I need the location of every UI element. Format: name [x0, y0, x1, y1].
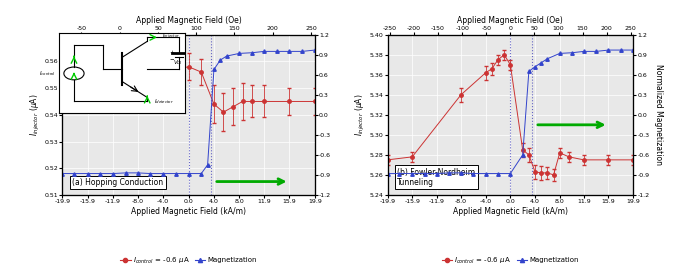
Text: $-$: $-$: [169, 57, 174, 61]
Legend: $I_{control}$ = -0.6 $\mu$A, Magnetization: $I_{control}$ = -0.6 $\mu$A, Magnetizati…: [439, 253, 581, 267]
X-axis label: Applied Magnetic Field (kA/m): Applied Magnetic Field (kA/m): [453, 207, 568, 216]
Text: $I_{control}$: $I_{control}$: [39, 69, 56, 78]
X-axis label: Applied Magnetic Field (kA/m): Applied Magnetic Field (kA/m): [131, 207, 246, 216]
Text: (b) Fowler-Nordheim
Tunneling: (b) Fowler-Nordheim Tunneling: [397, 167, 475, 187]
X-axis label: Applied Magnetic Field (Oe): Applied Magnetic Field (Oe): [136, 16, 242, 25]
Text: $V_{DI}$: $V_{DI}$: [173, 58, 183, 68]
X-axis label: Applied Magnetic Field (Oe): Applied Magnetic Field (Oe): [457, 16, 563, 25]
Text: $I_{injector}$: $I_{injector}$: [163, 32, 181, 42]
Legend: $I_{control}$ = -0.6 $\mu$A, Magnetization: $I_{control}$ = -0.6 $\mu$A, Magnetizati…: [118, 253, 260, 267]
Y-axis label: Normalized Magnetization: Normalized Magnetization: [654, 64, 663, 165]
Text: (a) Hopping Conduction: (a) Hopping Conduction: [73, 178, 163, 187]
Text: $I_{detector}$: $I_{detector}$: [154, 97, 174, 106]
Circle shape: [64, 67, 84, 80]
Y-axis label: $I_{injector}$ ($\mu$A): $I_{injector}$ ($\mu$A): [28, 94, 42, 136]
Text: $+$: $+$: [169, 48, 175, 56]
Y-axis label: $I_{injector}$ ($\mu$A): $I_{injector}$ ($\mu$A): [354, 94, 367, 136]
